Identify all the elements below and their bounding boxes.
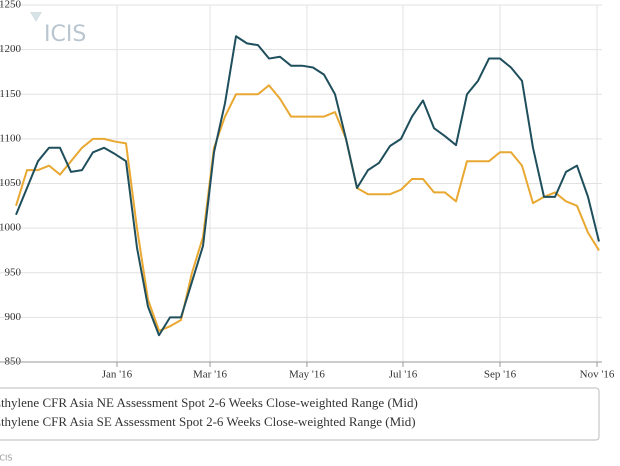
y-tick-label: 1000 — [0, 222, 22, 234]
x-tick-label: Jul '16 — [389, 369, 418, 381]
y-tick-label: 900 — [5, 311, 22, 323]
legend-label: Ethylene CFR Asia NE Assessment Spot 2-6… — [0, 395, 418, 410]
watermark: ICIS — [44, 22, 86, 47]
x-tick-label: Mar '16 — [193, 369, 228, 381]
y-tick-label: 1250 — [0, 0, 22, 11]
y-tick-label: 1050 — [0, 177, 22, 189]
x-tick-label: May '16 — [289, 369, 325, 381]
y-tick-label: 950 — [5, 266, 22, 278]
watermark-logo — [30, 12, 42, 22]
y-tick-label: 1150 — [0, 88, 21, 100]
y-tick-label: 1100 — [0, 132, 21, 144]
y-tick-label: 1200 — [0, 43, 22, 55]
legend-label: Ethylene CFR Asia SE Assessment Spot 2-6… — [0, 414, 416, 429]
legend-box — [0, 387, 600, 441]
credit: ICIS — [0, 454, 12, 463]
x-tick-label: Sep '16 — [484, 369, 517, 381]
x-tick-label: Jan '16 — [102, 369, 133, 381]
x-tick-label: Nov '16 — [580, 369, 615, 381]
series-line — [15, 84, 600, 332]
series-line — [15, 35, 600, 337]
